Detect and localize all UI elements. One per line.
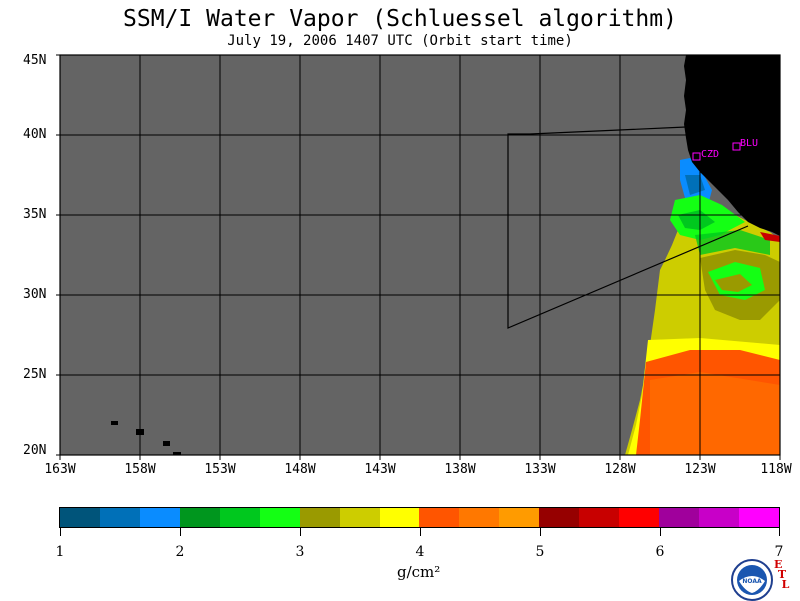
lon-label-133w: 133W <box>524 462 556 477</box>
colorbar-swatch <box>419 508 460 527</box>
station-blu-marker <box>732 142 741 151</box>
colorbar-tick <box>60 528 61 536</box>
colorbar-swatch <box>579 508 620 527</box>
colorbar-swatch <box>499 508 540 527</box>
lon-label-158w: 158W <box>124 462 156 477</box>
colorbar-swatch <box>619 508 660 527</box>
map-frame <box>59 54 781 456</box>
colorbar-swatch <box>60 508 100 527</box>
colorbar-swatch <box>379 508 420 527</box>
map-title: SSM/I Water Vapor (Schluessel algorithm) <box>123 6 677 32</box>
etl-letter-t: T <box>777 568 787 581</box>
colorbar-swatch <box>539 508 580 527</box>
station-label-czd: CZD <box>701 149 719 160</box>
colorbar-label-5: 5 <box>535 544 545 560</box>
colorbar-swatch <box>259 508 300 527</box>
colorbar-label-7: 7 <box>774 544 784 560</box>
colorbar-swatch <box>99 508 140 527</box>
north-america-land <box>684 55 780 236</box>
axis-ticks <box>56 54 781 460</box>
lon-label-128w: 128W <box>604 462 636 477</box>
lon-label-138w: 138W <box>444 462 476 477</box>
lat-label-30n: 30N <box>23 287 47 302</box>
lon-label-123w: 123W <box>684 462 716 477</box>
colorbar-tick <box>779 528 780 536</box>
colorbar <box>59 507 780 528</box>
colorbar-label-6: 6 <box>655 544 665 560</box>
lat-label-40n: 40N <box>23 127 47 142</box>
colorbar-tick <box>660 528 661 536</box>
lat-lon-grid <box>60 55 780 455</box>
colorbar-unit-label: g/cm² <box>397 563 441 581</box>
colorbar-label-1: 1 <box>55 544 65 560</box>
lon-label-118w: 118W <box>760 462 792 477</box>
station-markers <box>692 142 741 161</box>
colorbar-swatch <box>139 508 180 527</box>
noaa-logo: NOAA <box>731 559 773 601</box>
colorbar-swatch <box>219 508 260 527</box>
map-subtitle: July 19, 2006 1407 UTC (Orbit start time… <box>227 33 573 49</box>
colorbar-swatch <box>659 508 699 527</box>
colorbar-tick <box>300 528 301 536</box>
colorbar-tick <box>540 528 541 536</box>
lat-label-20n: 20N <box>23 443 47 458</box>
colorbar-label-3: 3 <box>295 544 305 560</box>
lon-label-163w: 163W <box>44 462 76 477</box>
noaa-logo-text: NOAA <box>742 578 762 585</box>
station-czd-marker <box>692 152 701 161</box>
colorbar-swatch <box>179 508 220 527</box>
colorbar-tick <box>420 528 421 536</box>
colorbar-tick <box>180 528 181 536</box>
colorbar-label-2: 2 <box>175 544 185 560</box>
lat-label-25n: 25N <box>23 367 47 382</box>
colorbar-swatch <box>699 508 739 527</box>
colorbar-swatch <box>459 508 500 527</box>
lon-label-143w: 143W <box>364 462 396 477</box>
station-label-blu: BLU <box>740 138 758 149</box>
etl-letter-e: E <box>774 558 783 571</box>
analysis-domain-outline <box>507 126 749 329</box>
colorbar-swatch <box>738 508 779 527</box>
lon-label-148w: 148W <box>284 462 316 477</box>
swath-data <box>625 158 780 455</box>
etl-letters: E T L <box>774 558 790 591</box>
lat-label-35n: 35N <box>23 207 47 222</box>
colorbar-swatch <box>339 508 380 527</box>
lon-label-153w: 153W <box>204 462 236 477</box>
colorbar-label-4: 4 <box>415 544 425 560</box>
etl-letter-l: L <box>781 578 790 591</box>
colorbar-swatch <box>299 508 340 527</box>
lat-label-45n: 45N <box>23 53 47 68</box>
